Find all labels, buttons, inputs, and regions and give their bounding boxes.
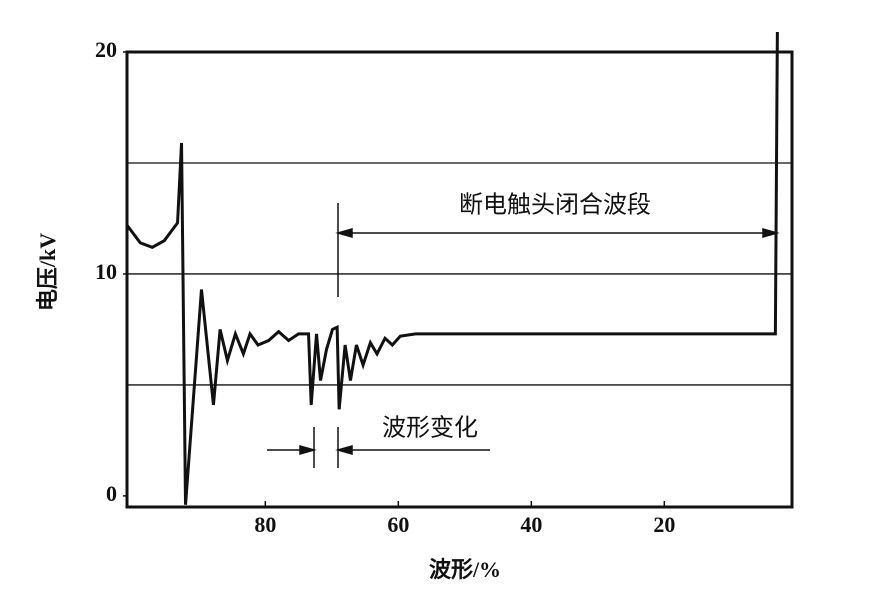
annotation: 波形变化 — [382, 415, 478, 442]
y-axis-label: 电压/kV — [35, 233, 60, 311]
x-tick-label: 80 — [254, 512, 276, 537]
plot-frame — [125, 50, 794, 509]
y-tick-label: 0 — [106, 481, 117, 506]
annotation: 断电触头闭合波段 — [459, 192, 651, 219]
y-tick-label: 10 — [95, 259, 117, 284]
annotation-arrows — [267, 203, 780, 468]
x-axis-label: 波形/% — [429, 557, 501, 582]
data-line — [125, 32, 779, 505]
x-tick-label: 20 — [653, 512, 675, 537]
y-tick-label: 20 — [95, 37, 117, 62]
x-tick-label: 40 — [520, 512, 542, 537]
x-tick-label: 60 — [387, 512, 409, 537]
